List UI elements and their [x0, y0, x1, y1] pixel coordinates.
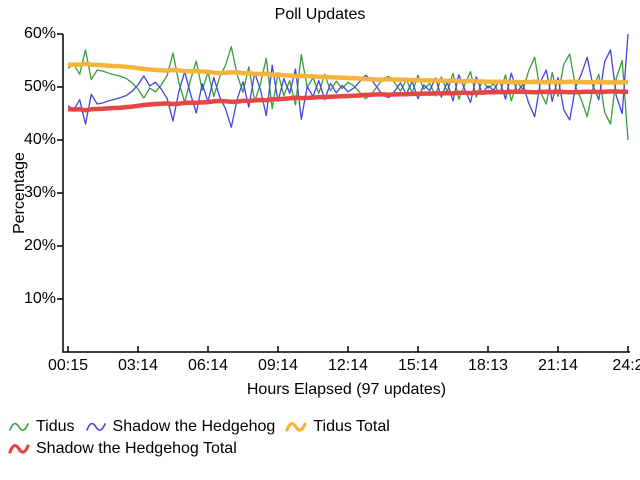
legend-wave-icon-shadow-the-hedgehog: [85, 422, 106, 431]
x-tick-label: 15:14: [397, 357, 439, 374]
x-axis-title: Hours Elapsed (97 updates): [246, 381, 447, 398]
series-line-shadow-the-hedgehog-total: [67, 89, 628, 113]
x-tick-label: 12:14: [327, 357, 369, 374]
x-tick-label: 00:15: [47, 357, 89, 374]
y-tick-label: 20%: [23, 237, 56, 254]
legend-label: Tidus: [36, 418, 75, 435]
x-tick-label: 09:14: [257, 357, 299, 374]
y-tick-label: 40%: [23, 131, 56, 148]
legend-item-tidus-total: Tidus Total: [285, 418, 390, 436]
x-tick-label: 24:2: [612, 357, 640, 374]
legend-label: Shadow the Hedgehog: [112, 418, 276, 435]
legend-row: Shadow the Hedgehog Total: [8, 438, 390, 460]
series-line-tidus-total: [67, 61, 628, 85]
x-tick-label: 18:13: [467, 357, 509, 374]
y-tick-label: 50%: [23, 78, 56, 95]
legend-wave-icon-shadow-the-hedgehog-total: [8, 444, 30, 454]
series-line-shadow-the-hedgehog: [67, 33, 629, 128]
series-line-tidus: [67, 46, 629, 141]
legend: Tidus Shadow the Hedgehog Tidus Total Shado…: [8, 416, 390, 460]
legend-item-shadow-the-hedgehog: Shadow the Hedgehog: [85, 418, 276, 436]
legend-wave-icon-tidus: [9, 422, 29, 431]
legend-item-tidus: Tidus: [8, 418, 75, 436]
legend-wave-icon-tidus-total: [285, 422, 307, 432]
legend-item-shadow-the-hedgehog-total: Shadow the Hedgehog Total: [8, 440, 237, 458]
legend-label: Tidus Total: [313, 418, 390, 435]
y-tick-label: 10%: [23, 290, 56, 307]
chart-title: Poll Updates: [274, 6, 366, 23]
y-tick-label: 30%: [23, 184, 56, 201]
x-tick-label: 06:14: [187, 357, 229, 374]
legend-label: Shadow the Hedgehog Total: [36, 440, 237, 457]
y-tick-label: 60%: [23, 25, 56, 42]
x-tick-label: 03:14: [117, 357, 159, 374]
x-tick-label: 21:14: [537, 357, 579, 374]
legend-row: Tidus Shadow the Hedgehog Tidus Total: [8, 416, 390, 438]
